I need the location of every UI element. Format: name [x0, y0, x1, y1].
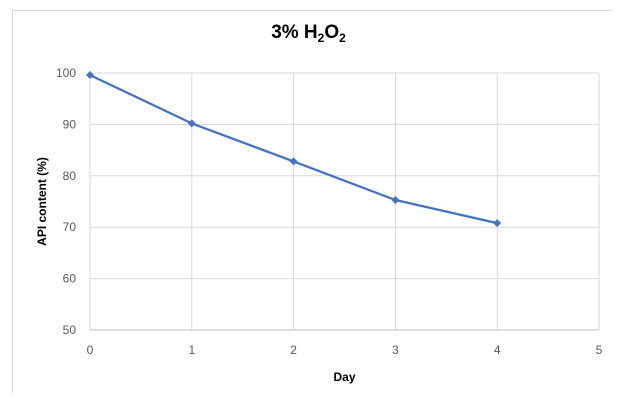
x-tick-label: 1	[188, 343, 195, 357]
chart-title: 3% H2O2	[0, 22, 617, 45]
data-point-marker	[493, 219, 502, 228]
chart-title-mid: O	[324, 22, 340, 43]
y-tick-label: 80	[63, 169, 77, 183]
x-axis-title: Day	[333, 370, 355, 384]
x-tick-label: 5	[596, 343, 603, 357]
y-tick-label: 60	[63, 272, 77, 286]
data-point-marker	[187, 119, 196, 128]
x-tick-label: 4	[494, 343, 501, 357]
series-group	[86, 71, 502, 228]
chart-title-sub-2: 2	[339, 31, 346, 45]
y-tick-labels: 50 60 70 80 90 100	[56, 66, 76, 337]
data-point-marker	[391, 195, 400, 204]
y-tick-label: 70	[63, 220, 77, 234]
chart-title-main: 3% H	[271, 22, 318, 43]
x-tick-label: 0	[87, 343, 94, 357]
x-tick-label: 2	[290, 343, 297, 357]
x-tick-labels: 0 1 2 3 4 5	[87, 343, 603, 357]
x-tick-label: 3	[392, 343, 399, 357]
data-point-marker	[86, 71, 94, 80]
data-point-marker	[289, 157, 298, 166]
gridlines	[89, 72, 600, 331]
y-tick-label: 90	[63, 117, 77, 131]
y-axis-title: API content (%)	[35, 157, 49, 246]
y-tick-label: 50	[63, 323, 77, 337]
y-tick-label: 100	[56, 66, 76, 80]
chart-title-sub-1: 2	[317, 31, 325, 45]
chart-frame	[12, 10, 612, 393]
